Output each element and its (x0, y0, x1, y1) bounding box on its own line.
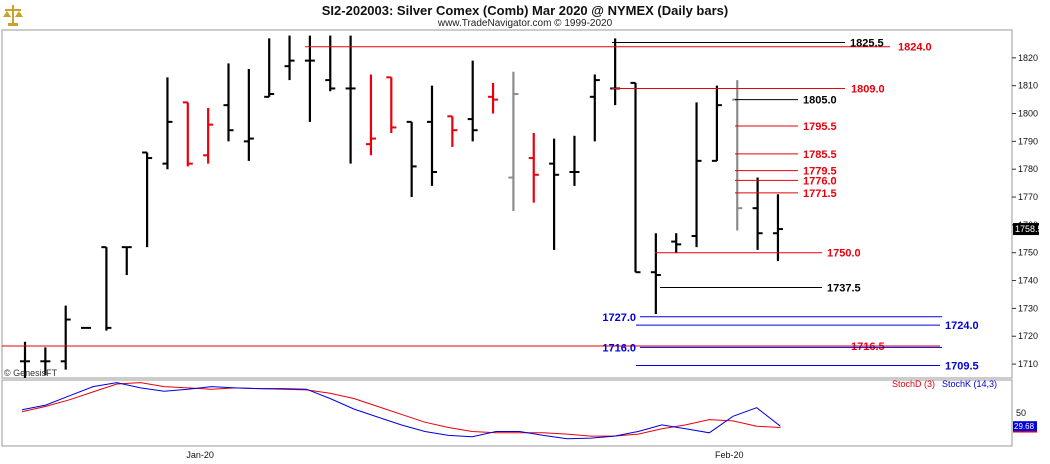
level-label: 1737.5 (827, 283, 861, 295)
ohlc-bar (142, 151, 153, 248)
ohlc-bar (752, 177, 763, 250)
level-label: 1776.0 (803, 175, 837, 187)
ohlc-bar (772, 194, 783, 262)
stoch-last-box (1013, 421, 1037, 432)
ohlc-bar (304, 35, 315, 122)
y-tick-label: 1730 (1018, 303, 1038, 313)
ohlc-bar (365, 74, 376, 156)
ohlc-bar (162, 77, 173, 170)
ohlc-bar (386, 76, 397, 134)
ohlc-bar (671, 233, 682, 253)
level-label: 1785.5 (803, 149, 837, 161)
y-tick-label: 1790 (1018, 136, 1038, 146)
y-tick-label: 1800 (1018, 109, 1038, 119)
scales-icon (3, 3, 23, 27)
chart-title: SI2-202003: Silver Comex (Comb) Mar 2020… (321, 3, 729, 18)
level-label: 1727.0 (602, 312, 636, 324)
ohlc-bar (650, 233, 661, 314)
level-label: 1750.0 (827, 248, 861, 260)
ohlc-bar (101, 246, 112, 331)
ohlc-bar (528, 133, 539, 203)
ohlc-bar (427, 85, 437, 186)
level-label: 1795.5 (803, 121, 837, 133)
stoch-y-tick-label: 50 (1016, 408, 1026, 418)
ohlc-bar (223, 63, 234, 142)
ohlc-bar (630, 81, 641, 274)
stoch-panel-frame (1, 379, 1013, 447)
ohlc-bar (589, 74, 600, 142)
ohlc-bar (467, 60, 478, 142)
ohlc-bar (284, 35, 295, 81)
ohlc-bar (243, 68, 254, 161)
ohlc-bar (488, 82, 499, 114)
ohlc-bar (447, 115, 458, 147)
y-tick-label: 1810 (1018, 81, 1038, 91)
level-label: 1805.0 (803, 95, 837, 107)
ohlc-bar (264, 38, 275, 98)
ohlc-bar (569, 135, 580, 186)
ohlc-bar (60, 305, 71, 370)
stoch-legend: StochD (3) (892, 379, 935, 389)
ohlc-bar (508, 71, 519, 211)
ohlc-bar (182, 101, 193, 167)
y-tick-label: 1780 (1018, 164, 1038, 174)
y-tick-label: 1720 (1018, 331, 1038, 341)
chart-subtitle: www.TradeNavigator.com © 1999-2020 (437, 18, 613, 29)
stoch-line (21, 382, 781, 440)
ohlc-bar (610, 38, 621, 106)
level-label: 1825.5 (850, 38, 884, 50)
level-label: 1709.5 (945, 360, 979, 372)
ohlc-bar (40, 347, 51, 376)
y-tick-label: 1770 (1018, 192, 1038, 202)
stoch-legend: StochK (14,3) (942, 379, 997, 389)
ohlc-bar (406, 120, 417, 198)
price-bars (20, 35, 783, 378)
y-tick-label: 1750 (1018, 248, 1038, 258)
ohlc-bar (732, 80, 743, 231)
ohlc-bar (20, 341, 30, 378)
ohlc-bar (325, 35, 336, 92)
price-axis: 1710172017301740175017601770178017901800… (1, 29, 1043, 460)
y-tick-label: 1740 (1018, 276, 1038, 286)
level-label: 1779.5 (803, 166, 837, 178)
ohlc-bar (691, 102, 702, 248)
x-tick-label: Feb-20 (715, 450, 744, 460)
level-label: 1824.0 (898, 42, 932, 54)
price-panel-frame (1, 29, 1013, 379)
ohlc-bar (345, 35, 356, 164)
ohlc-bar (203, 107, 214, 164)
watermark: © GenesisFT (4, 368, 58, 378)
level-label: 1724.0 (945, 320, 979, 332)
level-label: 1771.5 (803, 188, 837, 200)
level-label: 1716.0 (602, 342, 636, 354)
price-levels: 1824.0 1825.5 1809.0 1805.0 1795.5 1785.5 1779… (2, 38, 979, 372)
current-price-label: 1758.5 (1015, 224, 1043, 234)
y-tick-label: 1820 (1018, 53, 1038, 63)
stoch-last-label: 29.68 (1014, 422, 1035, 431)
y-tick-label: 1710 (1018, 359, 1038, 369)
ohlc-bar (121, 246, 132, 275)
x-tick-label: Jan-20 (186, 450, 214, 460)
ohlc-bar (711, 85, 722, 162)
current-price-box (1013, 223, 1039, 236)
ohlc-bar (549, 138, 560, 250)
stoch-line (21, 382, 781, 437)
level-label: 1809.0 (851, 83, 885, 95)
